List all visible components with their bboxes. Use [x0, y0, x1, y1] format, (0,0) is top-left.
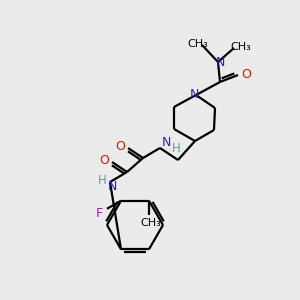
Text: N: N: [161, 136, 171, 149]
Text: N: N: [189, 88, 199, 101]
Text: CH₃: CH₃: [231, 42, 251, 52]
Text: F: F: [95, 207, 103, 220]
Text: O: O: [241, 68, 251, 82]
Text: H: H: [172, 142, 180, 155]
Text: N: N: [107, 181, 117, 194]
Text: N: N: [215, 56, 225, 68]
Text: H: H: [98, 173, 106, 187]
Text: O: O: [99, 154, 109, 167]
Text: O: O: [115, 140, 125, 154]
Text: CH₃: CH₃: [188, 39, 208, 49]
Text: CH₃: CH₃: [141, 218, 161, 228]
